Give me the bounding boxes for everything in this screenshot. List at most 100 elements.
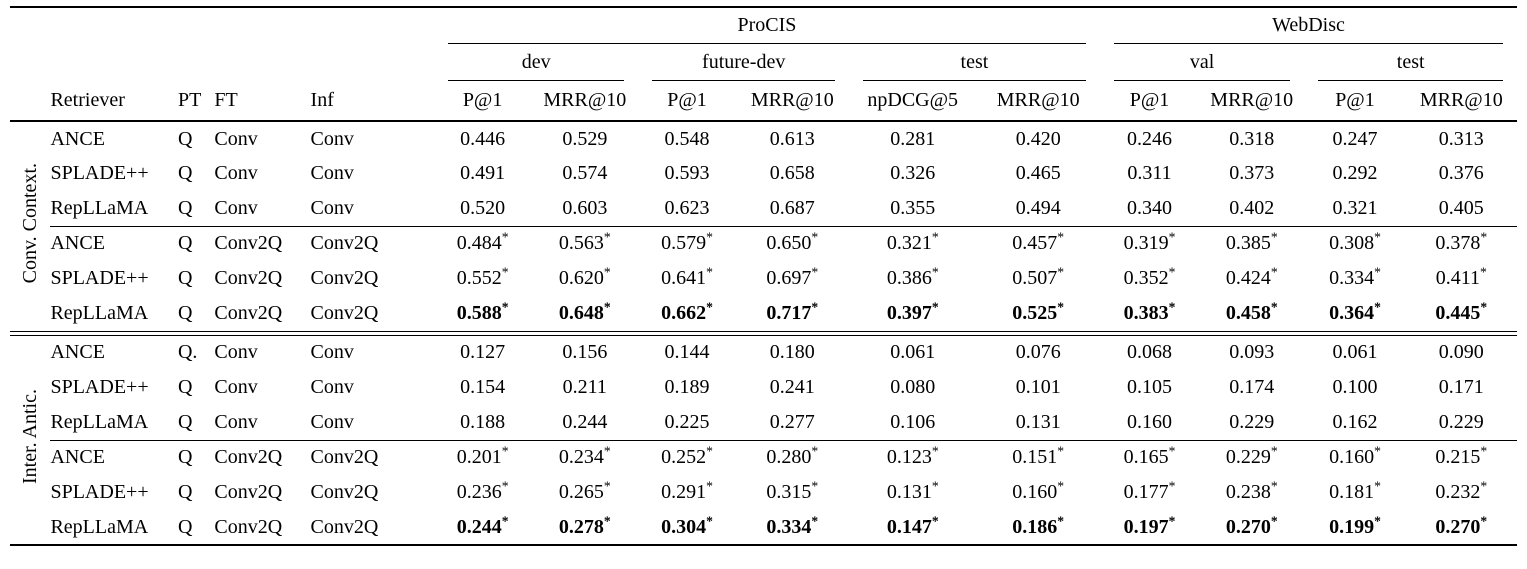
value-cell: 0.093 (1229, 341, 1275, 364)
value-cell: 0.270* (1435, 512, 1488, 538)
value-cell: 0.658 (769, 162, 815, 184)
inf-cell: Conv (310, 127, 354, 150)
significance-star: * (1270, 264, 1278, 280)
header-metric-npdcg5-test: npDCG@5 (848, 81, 977, 122)
value-cell: 0.241 (769, 376, 815, 398)
table-row: RepLLaMA Q Conv2Q Conv2Q 0.244* 0.278* 0.304* 0… (10, 510, 1517, 545)
significance-star: * (706, 512, 713, 528)
table-row: Inter. Antic. ANCE Q. Conv Conv 0.127 0.156 0.1… (10, 335, 1517, 484)
significance-star: * (706, 299, 713, 315)
value-cell: 0.355 (890, 196, 936, 219)
value-cell: 0.613 (769, 127, 815, 150)
value-cell: 0.457* (976, 225, 1100, 261)
value-cell: 0.319* (1099, 225, 1200, 261)
value-cell: 0.494 (1015, 196, 1061, 219)
value-cell: 0.648* (558, 299, 611, 324)
column-group-row: ProCIS WebDisc (10, 7, 1517, 44)
pt-cell: Q (177, 515, 193, 538)
value-cell: 0.229* (1199, 439, 1305, 475)
pt-cell: Q (177, 267, 193, 289)
value-cell: 0.352* (1123, 264, 1176, 289)
value-cell: 0.201* (434, 439, 532, 475)
value-cell: 0.277 (769, 410, 815, 433)
group-divider-rule (10, 330, 1517, 336)
significance-star: * (1270, 443, 1278, 459)
subgroup-dev: dev (434, 44, 638, 81)
value-cell: 0.420 (1015, 127, 1061, 150)
table-row: RepLLaMA Q Conv Conv 0.188 0.244 0.225 0.277 0.1… (10, 405, 1517, 440)
subgroup-val-label: val (1113, 51, 1291, 81)
value-cell: 0.334* (1329, 264, 1381, 289)
significance-star: * (603, 229, 611, 245)
value-cell: 0.068 (1127, 341, 1173, 364)
table-row: RepLLaMA Q Conv2Q Conv2Q 0.588* 0.648* 0.662* 0… (10, 296, 1517, 331)
significance-star: * (603, 443, 611, 459)
pt-cell: Q. (177, 341, 198, 364)
value-cell: 0.445* (1435, 299, 1488, 324)
value-cell: 0.326 (890, 162, 936, 184)
value-cell: 0.697* (766, 264, 819, 289)
value-cell: 0.687 (769, 196, 815, 219)
value-cell: 0.232* (1435, 478, 1488, 503)
value-cell: 0.405 (1438, 196, 1484, 219)
value-cell: 0.244* (456, 512, 509, 538)
column-group-procis-label: ProCIS (448, 14, 1086, 44)
inf-cell: Conv2Q (310, 301, 379, 324)
retriever-cell: RepLLaMA (50, 515, 149, 538)
value-cell: 0.154 (460, 376, 506, 398)
significance-star: * (1374, 299, 1381, 315)
value-cell: 0.171 (1438, 376, 1484, 398)
value-cell: 0.507* (1012, 264, 1065, 289)
significance-star: * (706, 264, 713, 280)
value-cell: 0.186* (1012, 512, 1065, 538)
table-row: SPLADE++ Q Conv Conv 0.491 0.574 0.593 0.658 0.3… (10, 156, 1517, 191)
value-cell: 0.238* (1225, 478, 1278, 503)
value-cell: 0.662* (661, 299, 713, 324)
significance-star: * (1168, 229, 1176, 245)
subgroup-test: test (849, 44, 1100, 81)
significance-star: * (501, 512, 509, 528)
value-cell: 0.574 (562, 162, 608, 184)
value-cell: 0.247 (1332, 127, 1378, 150)
value-cell: 0.177* (1123, 478, 1176, 503)
value-cell: 0.548 (664, 127, 710, 150)
value-cell: 0.378* (1405, 225, 1517, 261)
inf-cell: Conv (310, 196, 354, 219)
ft-cell: Conv (214, 196, 258, 219)
header-spacer (10, 81, 51, 122)
value-cell: 0.229 (1438, 410, 1484, 433)
value-cell: 0.236* (456, 478, 509, 503)
significance-star: * (501, 264, 509, 280)
results-table: ProCIS WebDisc dev future-dev test va (10, 6, 1517, 546)
significance-star: * (811, 512, 819, 528)
table-header: ProCIS WebDisc dev future-dev test va (10, 7, 1517, 122)
value-cell: 0.411* (1435, 264, 1487, 289)
pt-cell: Q (177, 481, 193, 503)
pt-cell: Q (177, 439, 215, 475)
inf-cell: Conv2Q (310, 515, 379, 538)
value-cell: 0.147* (886, 512, 939, 538)
value-cell: 0.174 (1229, 376, 1275, 398)
value-cell: 0.376 (1438, 162, 1484, 184)
ft-cell: Conv2Q (214, 267, 283, 289)
value-cell: 0.291* (661, 478, 713, 503)
significance-star: * (603, 512, 611, 528)
value-cell: 0.246 (1127, 127, 1173, 150)
row-group-label-text: Inter. Antic. (18, 389, 41, 485)
value-cell: 0.525* (1012, 299, 1065, 324)
value-cell: 0.225 (664, 410, 710, 433)
value-cell: 0.189 (664, 376, 710, 398)
retriever-cell: SPLADE++ (50, 162, 149, 184)
value-cell: 0.321 (1332, 196, 1378, 219)
value-cell: 0.603 (562, 196, 608, 219)
header-metric-p1-dev: P@1 (434, 81, 532, 122)
significance-star: * (1057, 299, 1065, 315)
significance-star: * (811, 299, 819, 315)
value-cell: 0.270* (1225, 512, 1278, 538)
inf-cell: Conv2Q (310, 225, 435, 261)
subgroup-future-dev-label: future-dev (652, 51, 835, 81)
value-cell: 0.080 (890, 376, 936, 398)
significance-star: * (931, 299, 939, 315)
value-cell: 0.385* (1199, 225, 1305, 261)
